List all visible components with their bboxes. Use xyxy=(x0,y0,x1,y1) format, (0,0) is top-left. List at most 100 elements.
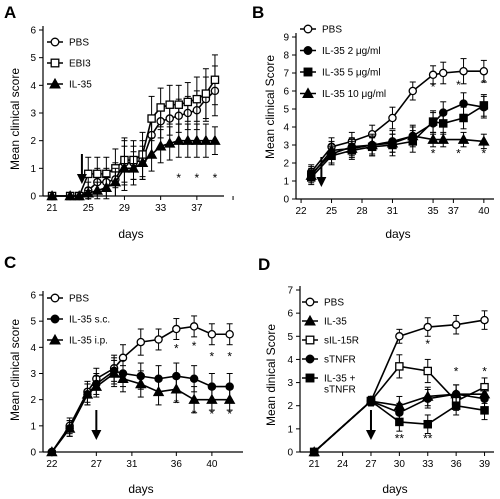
legend-entry: IL-35 i.p. xyxy=(47,333,108,347)
marker-point xyxy=(346,142,358,153)
y-tick-label: 0 xyxy=(30,192,36,203)
legend-label: sTNFR xyxy=(324,355,356,366)
x-tick-label: 22 xyxy=(296,206,308,217)
x-axis-label: days xyxy=(128,482,153,496)
legend-label: sTNFR xyxy=(324,385,356,396)
x-tick-label: 37 xyxy=(448,206,460,217)
significance-star: * xyxy=(482,365,487,379)
marker-point xyxy=(173,134,185,145)
legend-label: PBS xyxy=(324,298,344,309)
marker-point xyxy=(154,140,167,151)
marker-point xyxy=(303,67,313,77)
marker-point xyxy=(163,137,176,148)
series-4 xyxy=(305,126,490,184)
marker-point xyxy=(428,70,438,80)
marker-point xyxy=(84,169,93,179)
x-tick-label: 39 xyxy=(479,459,491,470)
marker-point xyxy=(459,113,468,123)
series-line xyxy=(310,135,484,177)
marker-point xyxy=(82,187,94,198)
significance-star: * xyxy=(431,80,436,94)
marker-point xyxy=(423,322,433,332)
x-tick-label: 29 xyxy=(119,203,131,214)
marker-point xyxy=(480,406,489,415)
x-tick-label: 31 xyxy=(387,206,399,217)
marker-point xyxy=(305,335,315,345)
y-tick-label: 2 xyxy=(30,136,36,147)
marker-point xyxy=(93,169,102,179)
marker-point xyxy=(100,181,113,192)
marker-point xyxy=(182,134,194,145)
marker-point xyxy=(152,385,165,397)
marker-point xyxy=(136,156,149,168)
legend: PBS EBI3 IL-35 xyxy=(47,38,92,91)
significance-star: * xyxy=(210,349,215,363)
panel-b: B Mean clinical Score days 0 1 2 3 4 5 6 7 8 9 22 2… xyxy=(252,3,494,241)
treatment-arrow-head xyxy=(76,174,87,184)
marker-point xyxy=(172,324,181,334)
legend-entry: IL-35 +sTNFR xyxy=(302,374,356,396)
marker-point xyxy=(388,113,397,123)
series-line xyxy=(310,70,484,173)
legend-label: IL-35 xyxy=(69,80,92,91)
marker-point xyxy=(209,134,221,145)
legend-entry: EBI3 xyxy=(47,59,91,70)
marker-point xyxy=(210,75,220,85)
marker-point xyxy=(303,46,313,55)
marker-point xyxy=(50,37,60,47)
y-tick-label: 6 xyxy=(283,87,289,98)
series-line xyxy=(310,104,485,178)
y-tick-label: 2 xyxy=(283,159,289,170)
marker-point xyxy=(480,315,489,325)
marker-point xyxy=(145,148,158,159)
legend-label: PBS xyxy=(69,294,89,305)
marker-point xyxy=(108,367,120,378)
marker-point xyxy=(479,66,489,76)
marker-point xyxy=(170,383,183,394)
panel-label: C xyxy=(4,253,16,272)
marker-point xyxy=(64,190,76,201)
marker-point xyxy=(423,366,433,376)
marker-point xyxy=(438,119,448,128)
panel-c: C Mean clinical score days 0 1 2 3 4 5 6 22 27 31… xyxy=(4,253,243,496)
x-tick-label: 27 xyxy=(91,459,103,470)
marker-point xyxy=(156,103,165,112)
x-tick-label: 35 xyxy=(428,206,440,217)
marker-point xyxy=(147,114,156,123)
y-tick-label: 2 xyxy=(30,395,36,406)
y-tick-label: 1 xyxy=(30,421,36,432)
marker-point xyxy=(366,396,376,406)
marker-point xyxy=(451,320,461,329)
marker-point xyxy=(189,322,199,331)
marker-point xyxy=(407,130,419,141)
marker-point xyxy=(135,378,147,389)
x-tick-label: 36 xyxy=(451,459,463,470)
significance-star: * xyxy=(227,407,232,421)
marker-point xyxy=(183,97,193,107)
significance-star: * xyxy=(456,147,461,161)
legend-label: IL-35 i.p. xyxy=(69,336,108,347)
legend-entry: IL-35 2 μg/ml xyxy=(300,46,381,57)
marker-point xyxy=(49,333,61,345)
y-tick-label: 1 xyxy=(30,164,36,175)
legend-label: IL-35 2 μg/ml xyxy=(322,46,381,57)
marker-point xyxy=(189,374,199,383)
y-tick-label: 3 xyxy=(287,378,293,389)
y-tick-label: 1 xyxy=(287,424,293,435)
marker-point xyxy=(395,362,404,371)
marker-point xyxy=(366,139,378,150)
series-5 xyxy=(309,395,489,457)
y-axis-label: Mean dinical Score xyxy=(264,324,278,426)
marker-point xyxy=(302,87,314,98)
significance-star: * xyxy=(482,147,487,161)
y-tick-label: 4 xyxy=(30,343,36,354)
marker-point xyxy=(423,394,433,404)
marker-point xyxy=(207,329,217,339)
legend-entry: IL-35 xyxy=(302,314,347,328)
significance-star: * xyxy=(174,397,179,411)
legend-entry: IL-35 s.c. xyxy=(47,315,110,326)
legend-entry: IL-35 xyxy=(47,77,92,91)
y-tick-label: 1 xyxy=(283,177,289,188)
legend-entry: IL-35 5 μg/ml xyxy=(300,68,381,79)
series-line xyxy=(310,102,484,175)
